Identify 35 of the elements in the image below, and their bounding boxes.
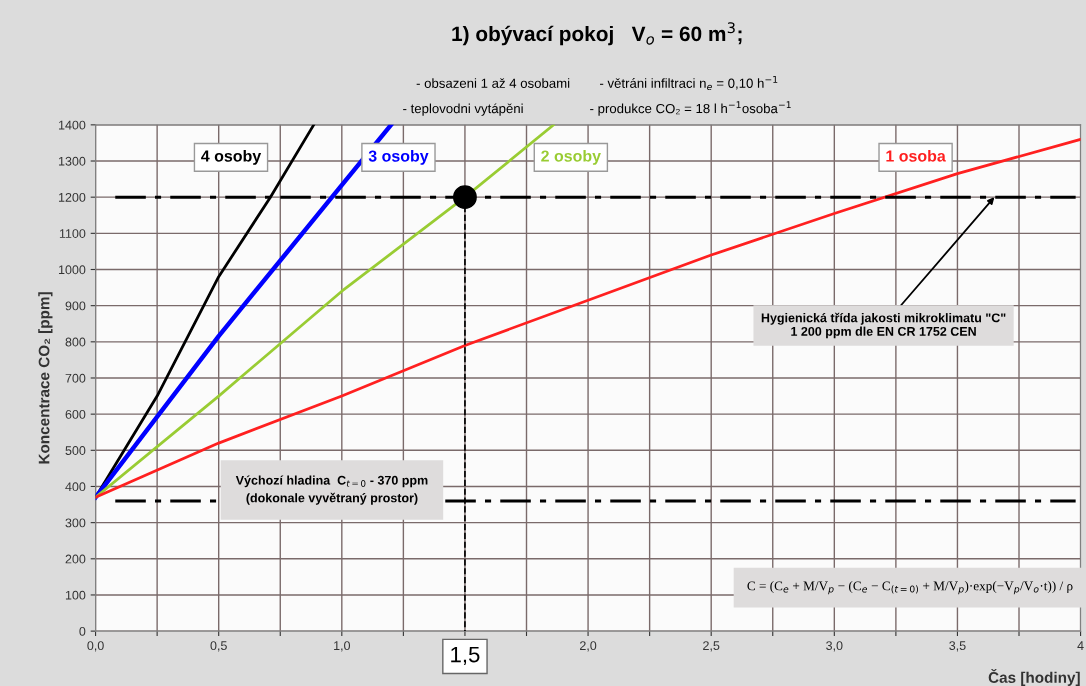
chart-title: 1) obývací pokoj V$_{o}$ = 60 m$^{3}$; (452, 22, 742, 46)
y-axis-title: Koncentrace CO₂ [ppm] (38, 292, 53, 464)
series-label: 1 osoba (886, 149, 946, 162)
y-tick-label: 500 (65, 446, 86, 455)
y-tick-label: 1200 (58, 192, 86, 202)
y-tick-label: 0 (79, 626, 86, 636)
series-label: 4 osoby (201, 149, 262, 165)
y-tick-label: 900 (65, 301, 86, 311)
text: C = (C$_{e}$ + M/V$_{p}$ − (C$_{e}$ − C$_{(t=0)}$ + M/V$_{p}$)·exp(−V$_{p}$/V$_{o}$·t)) / ρ (747, 581, 1073, 595)
y-tick-label: 400 (65, 482, 86, 492)
y-tick-label: 700 (65, 373, 86, 383)
y-tick-label: 1000 (58, 265, 86, 275)
y-tick-label: 1400 (58, 120, 86, 130)
x-tick-label: 1,0 (334, 641, 351, 652)
x-axis-title: Čas [hodiny] (988, 669, 1080, 686)
text: 1,5 (451, 646, 480, 666)
series-label: 2 osoby (541, 149, 601, 165)
text: - obsazeni 1 až 4 osobami - větráni infiltraci n$_{e}$ = 0,10 h$^{−1}$ - teplovodni vytápěni - produkce CO₂ = 18 l h$^{−1}$osoba$^{−1}$ (403, 76, 791, 116)
x-tick-label: 2,0 (580, 641, 597, 652)
x-tick-label: 3,5 (949, 641, 966, 652)
x-tick-label: 2,5 (703, 641, 720, 652)
x-tick-label: 0,5 (210, 641, 227, 652)
y-tick-label: 800 (65, 337, 86, 347)
x-tick-label: 4 (1077, 641, 1084, 650)
y-tick-label: 200 (65, 554, 86, 564)
y-tick-label: 1100 (59, 229, 86, 238)
y-tick-label: 600 (65, 409, 86, 419)
y-tick-label: 100 (65, 590, 86, 600)
x-tick-label: 3,0 (826, 641, 843, 652)
annotation: Výchozí hladina C$_{t=0}$ - 370 ppm (dokonale vyvětraný prostor) (235, 475, 428, 505)
series-label: 3 osoby (368, 149, 429, 165)
y-tick-label: 300 (65, 518, 86, 528)
annotation: Hygienická třída jakosti mikroklimatu "C" 1 200 ppm dle EN CR 1752 CEN (761, 312, 1006, 339)
y-tick-label: 1300 (58, 156, 86, 166)
x-tick-label: 0,0 (87, 641, 104, 652)
